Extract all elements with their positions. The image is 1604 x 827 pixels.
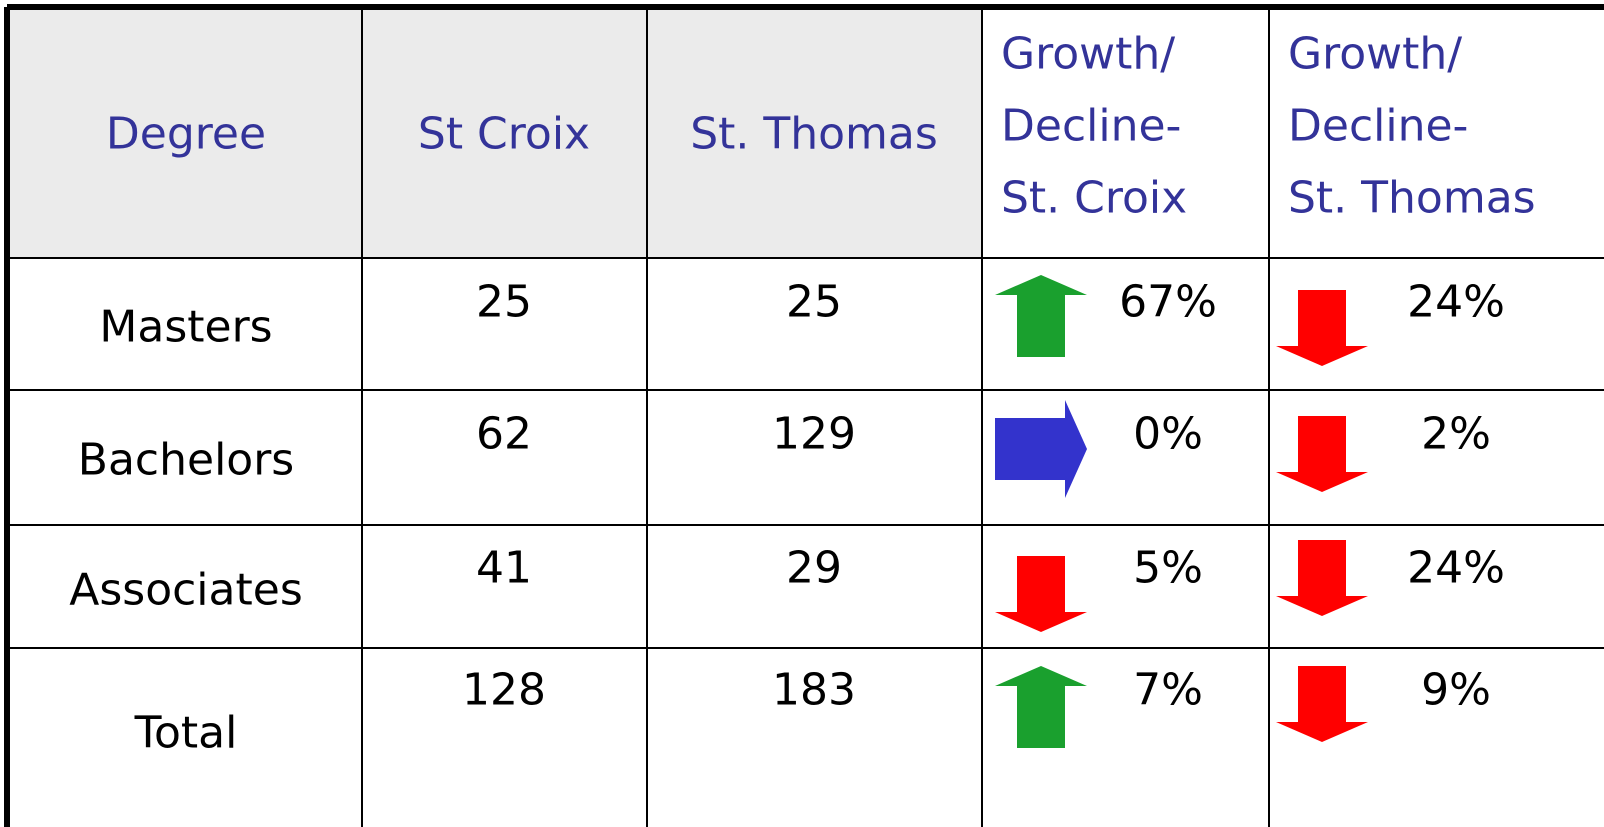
cell: 128 — [462, 665, 546, 716]
header-cell: St Croix — [418, 109, 590, 160]
cell: 24% — [1407, 543, 1505, 594]
row-label: Associates — [69, 565, 303, 616]
cell: 183 — [772, 665, 856, 716]
cell: 7% — [1133, 665, 1203, 716]
cell: 9% — [1421, 665, 1491, 716]
header-cell: Decline- — [1288, 101, 1468, 152]
cell: 0% — [1133, 409, 1203, 460]
header-cell: Degree — [106, 109, 266, 160]
up-arrow — [995, 275, 1087, 357]
header-cell: St. Thomas — [690, 109, 938, 160]
cell: 25 — [476, 277, 532, 328]
row-label: Bachelors — [78, 435, 294, 486]
header-cell: St. Croix — [1001, 173, 1187, 224]
row-label: Total — [134, 708, 238, 759]
cell: 29 — [786, 543, 842, 594]
header-cell: St. Thomas — [1288, 173, 1536, 224]
cell: 62 — [476, 409, 532, 460]
cell: 41 — [476, 543, 532, 594]
cell: 129 — [772, 409, 856, 460]
up-arrow — [995, 666, 1087, 748]
header-cell: Growth/ — [1001, 29, 1175, 80]
cell: 24% — [1407, 277, 1505, 328]
down-arrow — [1276, 416, 1368, 492]
row-label: Masters — [99, 302, 272, 353]
down-arrow — [1276, 290, 1368, 366]
header-background — [10, 10, 982, 258]
down-arrow — [1276, 666, 1368, 742]
right-arrow — [995, 400, 1087, 498]
down-arrow — [995, 556, 1087, 632]
cell: 5% — [1133, 543, 1203, 594]
header-cell: Decline- — [1001, 101, 1181, 152]
down-arrow — [1276, 540, 1368, 616]
header-cell: Growth/ — [1288, 29, 1462, 80]
cell: 25 — [786, 277, 842, 328]
cell: 2% — [1421, 409, 1491, 460]
grid — [10, 10, 1604, 827]
cell: 67% — [1119, 277, 1217, 328]
